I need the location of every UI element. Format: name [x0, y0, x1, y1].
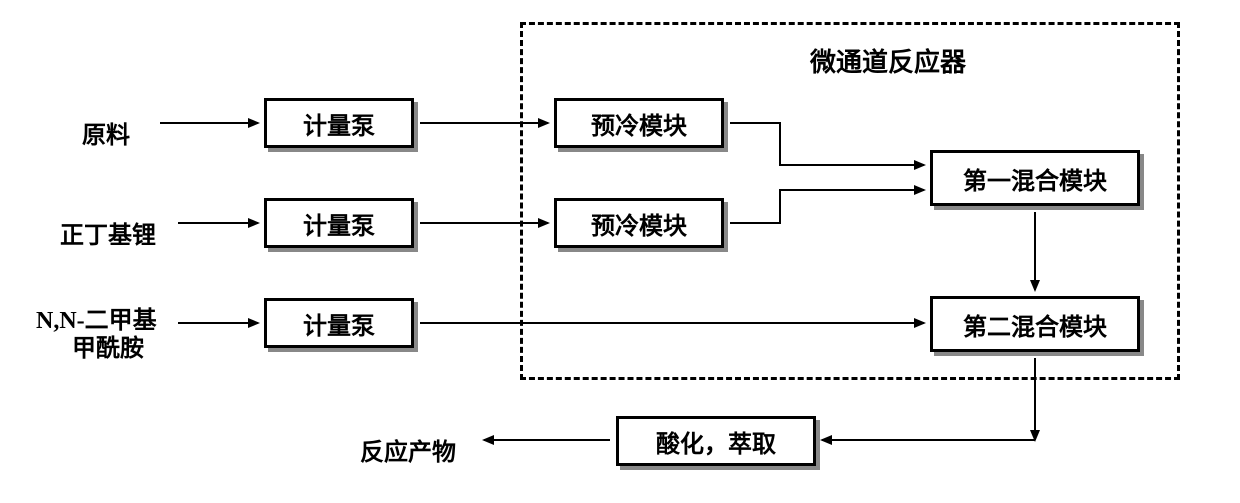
pump2-text: 计量泵 [303, 206, 375, 241]
precool1-box: 预冷模块 [554, 98, 724, 148]
precool1-text: 预冷模块 [591, 106, 687, 141]
input3b-label: 甲酰胺 [72, 328, 144, 363]
output-label: 反应产物 [360, 432, 456, 467]
acid-text: 酸化，萃取 [656, 424, 776, 459]
diagram-canvas: 微通道反应器 原料 正丁基锂 N,N-二甲基 甲酰胺 反应产物 计量泵 计量泵 … [0, 0, 1240, 503]
pump2-box: 计量泵 [264, 198, 414, 248]
pump1-text: 计量泵 [303, 106, 375, 141]
mix1-box: 第一混合模块 [930, 150, 1140, 206]
precool2-box: 预冷模块 [554, 198, 724, 248]
acid-box: 酸化，萃取 [616, 416, 816, 466]
mix2-text: 第二混合模块 [963, 307, 1107, 342]
pump3-box: 计量泵 [264, 298, 414, 348]
precool2-text: 预冷模块 [591, 206, 687, 241]
pump3-text: 计量泵 [303, 306, 375, 341]
input1-label: 原料 [82, 115, 130, 150]
title-label: 微通道反应器 [810, 42, 966, 79]
input2-label: 正丁基锂 [60, 215, 156, 250]
pump1-box: 计量泵 [264, 98, 414, 148]
mix1-text: 第一混合模块 [963, 161, 1107, 196]
mix2-box: 第二混合模块 [930, 296, 1140, 352]
